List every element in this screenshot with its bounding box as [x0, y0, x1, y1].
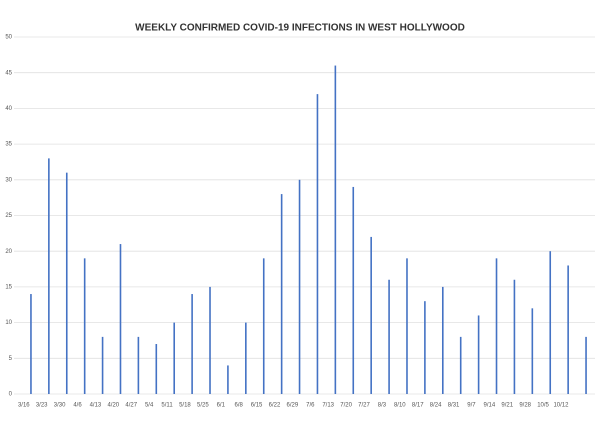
x-tick-label: 9/14 — [484, 403, 496, 409]
bar — [531, 308, 534, 394]
x-tick-label: 6/15 — [251, 403, 263, 409]
bar — [441, 286, 444, 394]
bar — [227, 365, 229, 394]
x-tick-label: 9/21 — [501, 403, 513, 409]
bar — [83, 258, 86, 394]
y-tick-label: 10 — [5, 320, 12, 326]
x-tick-label: 9/7 — [467, 403, 476, 409]
bar — [298, 179, 301, 394]
x-tick-label: 8/24 — [430, 403, 442, 409]
y-tick-label: 45 — [5, 70, 12, 76]
bar — [209, 286, 211, 394]
x-tick-label: 3/30 — [54, 403, 66, 409]
bar — [262, 258, 265, 394]
y-tick-label: 25 — [5, 213, 12, 219]
bar — [388, 279, 390, 394]
bar — [567, 265, 569, 394]
x-tick-label: 8/17 — [412, 403, 424, 409]
x-tick-label: 8/3 — [378, 403, 387, 409]
y-tick-label: 0 — [9, 392, 13, 398]
bar — [334, 65, 337, 394]
x-tick-label: 6/22 — [269, 403, 281, 409]
x-tick-label: 3/16 — [18, 403, 30, 409]
x-tick-label: 6/1 — [217, 403, 226, 409]
x-tick-label: 7/20 — [340, 403, 352, 409]
bar — [459, 336, 462, 394]
bar — [370, 236, 372, 394]
bar — [101, 336, 104, 394]
bar — [280, 194, 283, 394]
x-tick-label: 6/29 — [287, 403, 299, 409]
bar — [477, 315, 480, 394]
x-tick-label: 5/11 — [161, 403, 173, 409]
bar — [424, 301, 426, 394]
y-tick-label: 5 — [9, 356, 13, 362]
bar — [316, 94, 319, 395]
x-tick-label: 6/8 — [234, 403, 243, 409]
x-tick-label: 5/4 — [145, 403, 154, 409]
y-tick-label: 40 — [5, 106, 12, 112]
x-tick-label: 3/23 — [36, 403, 48, 409]
bar — [352, 186, 355, 394]
chart-title: WEEKLY CONFIRMED COVID-19 INFECTIONS IN … — [135, 23, 465, 34]
bar — [245, 322, 247, 394]
x-tick-label: 9/28 — [519, 403, 531, 409]
bar — [65, 172, 68, 394]
x-tick-label: 5/18 — [179, 403, 191, 409]
bar — [137, 336, 140, 394]
x-tick-label: 4/20 — [107, 403, 119, 409]
x-tick-label: 4/6 — [73, 403, 82, 409]
x-tick-label: 4/27 — [125, 403, 137, 409]
x-tick-label: 4/13 — [90, 403, 102, 409]
x-tick-label: 10/12 — [553, 403, 569, 409]
y-tick-label: 15 — [5, 284, 12, 290]
bar — [585, 336, 587, 394]
bar — [30, 294, 32, 394]
bar — [406, 258, 408, 394]
y-tick-label: 50 — [5, 35, 12, 41]
bar — [191, 294, 193, 394]
bar — [513, 279, 516, 394]
y-tick-label: 30 — [5, 177, 12, 183]
x-tick-label: 8/31 — [448, 403, 460, 409]
bar — [155, 344, 158, 394]
bar — [173, 322, 176, 394]
x-tick-label: 5/25 — [197, 403, 209, 409]
bar — [48, 158, 50, 394]
x-tick-label: 7/13 — [322, 403, 334, 409]
x-tick-label: 7/27 — [358, 403, 370, 409]
x-tick-label: 8/10 — [394, 403, 406, 409]
x-tick-label: 7/6 — [306, 403, 315, 409]
bar — [119, 244, 122, 394]
bar — [549, 251, 552, 394]
y-tick-label: 20 — [5, 249, 12, 255]
y-tick-label: 35 — [5, 142, 12, 148]
bar — [495, 258, 498, 394]
x-tick-label: 10/5 — [537, 403, 549, 409]
